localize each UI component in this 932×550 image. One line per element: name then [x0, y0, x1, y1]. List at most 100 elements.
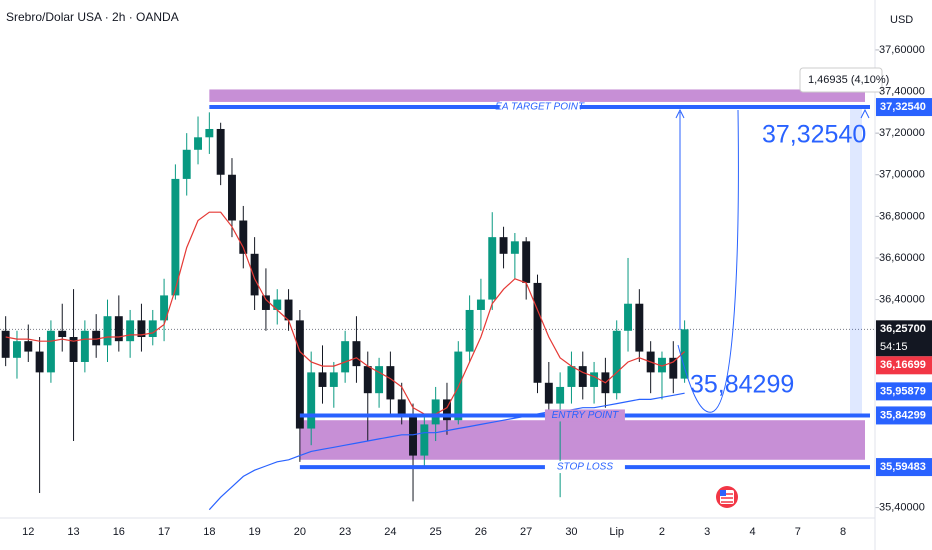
- measure-label: 1,46935 (4,10%): [808, 74, 889, 86]
- price-label: 36,16699: [880, 359, 926, 371]
- candle-body: [635, 303, 644, 352]
- candle-body: [46, 330, 55, 373]
- candle-body: [261, 295, 270, 310]
- candle-body: [544, 382, 553, 404]
- candle-body: [58, 330, 67, 338]
- candle-body: [318, 372, 327, 387]
- y-tick-label: 36,60000: [879, 252, 925, 264]
- candle-body: [567, 366, 576, 387]
- candle-body: [590, 372, 599, 387]
- y-tick-label: 36,80000: [879, 210, 925, 222]
- candle-body: [397, 399, 406, 414]
- y-tick-label: 37,40000: [879, 85, 925, 97]
- x-tick-label: 24: [384, 526, 396, 538]
- candle-body: [216, 128, 225, 175]
- candle-body: [1, 330, 10, 358]
- x-tick-label: 16: [113, 526, 125, 538]
- x-tick-label: 26: [475, 526, 487, 538]
- measure-box: [799, 67, 883, 93]
- candle-body: [228, 174, 236, 221]
- candle-body: [126, 320, 135, 342]
- x-tick-label: 20: [294, 526, 306, 538]
- annotation: 35,84299: [690, 371, 794, 399]
- x-tick-label: 12: [22, 526, 34, 538]
- candle-body: [182, 149, 191, 179]
- x-tick-label: 4: [749, 526, 755, 538]
- y-tick-label: 36,40000: [879, 293, 925, 305]
- price-label: 37,32540: [880, 101, 926, 113]
- candle-body: [13, 341, 21, 358]
- countdown: 54:15: [880, 341, 908, 353]
- candle-body: [35, 351, 44, 373]
- candle-body: [273, 299, 282, 310]
- projection-curve: [677, 109, 739, 413]
- price-label-box: [876, 356, 932, 375]
- candle-body: [363, 366, 372, 394]
- level-label-bg: [544, 409, 625, 422]
- candle-body: [148, 320, 157, 338]
- candle-body: [658, 357, 666, 373]
- candle-body: [160, 295, 169, 321]
- x-tick-label: 2: [659, 526, 665, 538]
- level-label-bg: [499, 101, 580, 114]
- x-tick-label: 3: [704, 526, 710, 538]
- candle-body: [114, 316, 123, 342]
- x-tick-label: 7: [795, 526, 801, 538]
- x-tick-label: 25: [430, 526, 442, 538]
- y-tick-label: 35,40000: [879, 502, 925, 514]
- price-label: 35,95879: [880, 385, 926, 397]
- candle-body: [612, 330, 621, 394]
- price-label: 36,25700: [880, 323, 926, 335]
- candle-body: [624, 303, 632, 331]
- projection-band: [850, 108, 862, 414]
- candle-body: [669, 357, 678, 379]
- y-tick-label: 37,00000: [879, 169, 925, 181]
- candle-body: [92, 330, 101, 346]
- candle-body: [329, 372, 338, 387]
- x-tick-label: 17: [158, 526, 170, 538]
- candle-body: [24, 341, 33, 352]
- candle-body: [488, 237, 497, 300]
- arrow-head: [860, 108, 870, 119]
- zone: [209, 89, 865, 102]
- x-tick-label: 30: [565, 526, 577, 538]
- currency: USD: [890, 14, 913, 26]
- x-tick-label: 8: [840, 526, 846, 538]
- moving-average: [208, 392, 685, 511]
- candle-body: [522, 241, 531, 283]
- top-layer: EA TARGET POINT ENTRY POINT STOP LOSS: [209, 101, 870, 474]
- price-label-box: [876, 98, 932, 117]
- candle-body: [284, 299, 293, 321]
- background-layer: [0, 49, 879, 509]
- price-label-box: [876, 320, 932, 357]
- x-tick-label: 23: [339, 526, 351, 538]
- candle-body: [499, 237, 508, 254]
- candle-body: [250, 253, 259, 296]
- flag-canton: [720, 490, 726, 496]
- price-label-box: [876, 458, 932, 477]
- level-label-bg: [544, 461, 625, 474]
- y-tick-label: 37,20000: [879, 127, 925, 139]
- chart-title: Srebro/Dolar USA · 2h · OANDA: [6, 10, 179, 24]
- candle-body: [205, 128, 214, 138]
- candle-body: [556, 386, 565, 404]
- candle-body: [465, 309, 474, 352]
- x-tick-label: 13: [67, 526, 79, 538]
- candle-body: [80, 330, 89, 362]
- candle-body: [352, 341, 361, 367]
- zone: [299, 420, 865, 460]
- candle-body: [137, 320, 146, 338]
- x-tick-label: 18: [203, 526, 215, 538]
- price-label-box: [876, 406, 932, 425]
- candle-body: [420, 424, 429, 456]
- candle-body: [341, 341, 350, 373]
- candle-body: [431, 399, 440, 425]
- candle-body: [69, 337, 78, 362]
- main-layer: [1, 112, 689, 511]
- arrow-head: [675, 108, 685, 119]
- candle-body: [680, 329, 689, 379]
- candle-body: [307, 372, 316, 429]
- candle-body: [295, 320, 304, 429]
- candle-body: [533, 282, 542, 383]
- annotation: 37,32540: [762, 121, 866, 149]
